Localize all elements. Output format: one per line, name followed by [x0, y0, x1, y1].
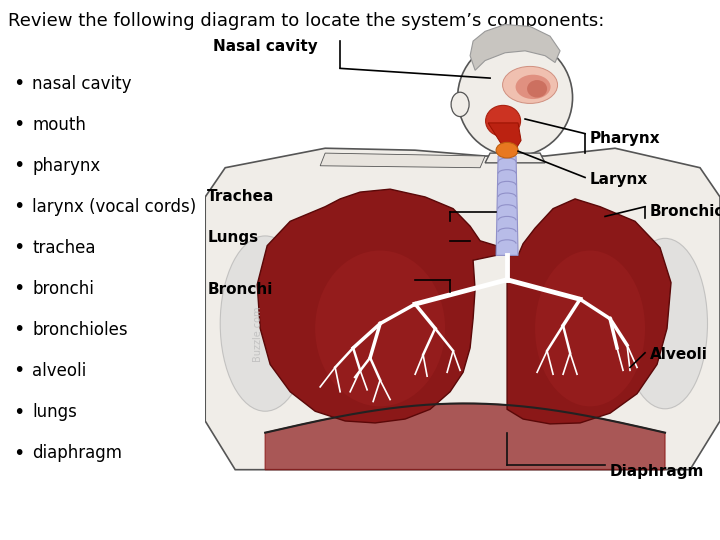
- Text: Review the following diagram to locate the system’s components:: Review the following diagram to locate t…: [8, 12, 604, 30]
- Polygon shape: [265, 403, 665, 470]
- Polygon shape: [496, 156, 518, 255]
- Text: •: •: [13, 115, 24, 134]
- Text: Larynx: Larynx: [590, 172, 648, 187]
- Ellipse shape: [485, 105, 521, 137]
- Text: Diaphragm: Diaphragm: [610, 464, 704, 479]
- Text: •: •: [13, 197, 24, 217]
- Text: Nasal cavity: Nasal cavity: [213, 39, 318, 54]
- Text: bronchioles: bronchioles: [32, 321, 128, 339]
- Polygon shape: [470, 24, 560, 70]
- Ellipse shape: [458, 39, 572, 156]
- Text: nasal cavity: nasal cavity: [32, 75, 132, 93]
- Text: Buzzle.com: Buzzle.com: [252, 306, 262, 361]
- Polygon shape: [257, 189, 496, 423]
- Text: diaphragm: diaphragm: [32, 444, 122, 462]
- Text: Bronchioles: Bronchioles: [650, 204, 720, 219]
- Text: pharynx: pharynx: [32, 157, 101, 175]
- Text: alveoli: alveoli: [32, 362, 86, 380]
- Text: Trachea: Trachea: [207, 190, 274, 205]
- Ellipse shape: [527, 80, 547, 98]
- Text: lungs: lungs: [32, 403, 77, 421]
- Polygon shape: [507, 199, 671, 424]
- Text: •: •: [13, 361, 24, 381]
- Text: bronchi: bronchi: [32, 280, 94, 298]
- Text: •: •: [13, 156, 24, 176]
- Polygon shape: [320, 153, 485, 168]
- Text: trachea: trachea: [32, 239, 96, 257]
- Ellipse shape: [535, 251, 645, 407]
- Ellipse shape: [451, 92, 469, 117]
- Text: •: •: [13, 402, 24, 422]
- Text: larynx (vocal cords): larynx (vocal cords): [32, 198, 197, 216]
- Text: Pharynx: Pharynx: [590, 131, 661, 146]
- Text: •: •: [13, 443, 24, 463]
- Text: Alveoli: Alveoli: [650, 347, 708, 362]
- Text: •: •: [13, 279, 24, 299]
- Ellipse shape: [519, 86, 531, 93]
- Ellipse shape: [503, 66, 557, 104]
- Text: Bronchi: Bronchi: [207, 282, 273, 297]
- Ellipse shape: [516, 75, 551, 99]
- Text: mouth: mouth: [32, 116, 86, 134]
- Ellipse shape: [315, 251, 445, 407]
- Text: •: •: [13, 238, 24, 258]
- Ellipse shape: [496, 143, 518, 158]
- Text: •: •: [13, 320, 24, 340]
- Polygon shape: [485, 153, 545, 163]
- Ellipse shape: [623, 238, 708, 409]
- Text: •: •: [13, 74, 24, 93]
- Text: Lungs: Lungs: [207, 231, 258, 245]
- Ellipse shape: [220, 236, 310, 411]
- Polygon shape: [488, 123, 521, 150]
- Polygon shape: [205, 148, 720, 470]
